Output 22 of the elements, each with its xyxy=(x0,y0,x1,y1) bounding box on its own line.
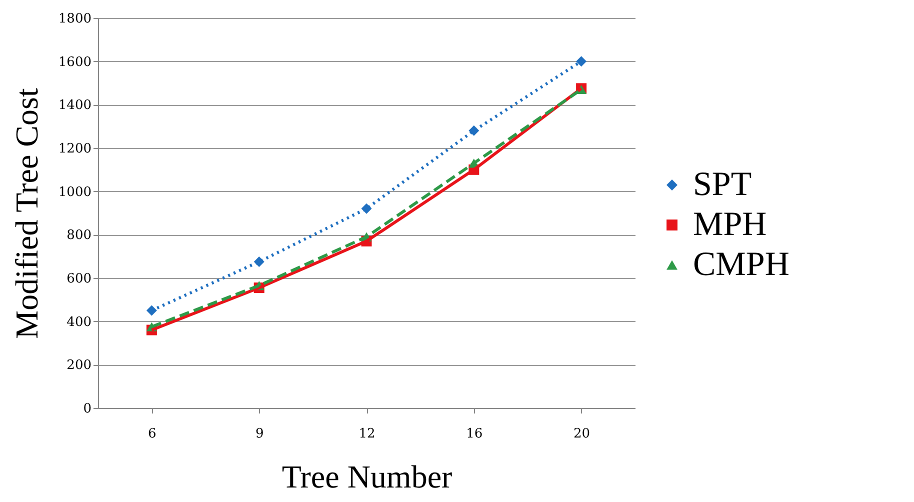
x-tick-label: 12 xyxy=(358,426,376,442)
y-tick-label: 1600 xyxy=(58,54,92,70)
y-tick-label: 200 xyxy=(66,358,92,374)
point xyxy=(146,305,157,316)
y-tick-label: 1800 xyxy=(58,12,92,26)
legend-label: SPT xyxy=(693,166,752,203)
y-axis-title: Modified Tree Cost xyxy=(8,88,44,339)
y-tick-label: 1200 xyxy=(58,142,92,156)
y-tick-label: 1400 xyxy=(58,98,92,114)
x-tick-label: 20 xyxy=(574,426,590,442)
x-axis-title: Tree Number xyxy=(282,458,453,494)
y-tick-label: 800 xyxy=(66,228,92,244)
point xyxy=(576,56,587,67)
legend-label: CMPH xyxy=(693,246,790,283)
x-tick-label: 9 xyxy=(255,426,264,442)
y-tick-label: 1000 xyxy=(58,184,92,200)
x-tick-label: 16 xyxy=(466,426,483,442)
y-tick-label: 400 xyxy=(66,314,92,330)
y-tick-label: 0 xyxy=(83,402,92,416)
y-tick-label: 600 xyxy=(66,272,92,286)
legend-label: MPH xyxy=(693,206,767,243)
x-tick-label: 6 xyxy=(148,426,156,442)
